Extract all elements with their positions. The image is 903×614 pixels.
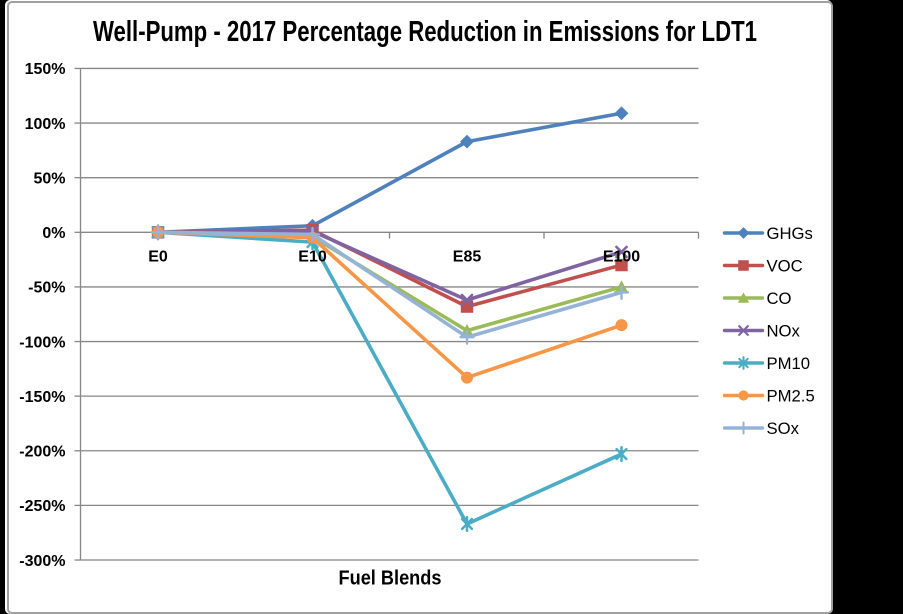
svg-text:-150%: -150%	[19, 389, 65, 406]
svg-text:SOx: SOx	[767, 419, 800, 438]
svg-text:CO: CO	[767, 289, 792, 308]
svg-text:E85: E85	[453, 249, 482, 266]
svg-text:NOx: NOx	[767, 322, 801, 341]
svg-text:50%: 50%	[33, 170, 65, 187]
svg-text:100%: 100%	[25, 116, 66, 133]
svg-text:-250%: -250%	[19, 498, 65, 515]
svg-text:-100%: -100%	[19, 334, 65, 351]
svg-text:PM10: PM10	[767, 354, 811, 373]
svg-text:150%: 150%	[25, 61, 66, 78]
svg-text:0%: 0%	[42, 225, 65, 242]
svg-text:E0: E0	[148, 249, 168, 266]
svg-text:PM2.5: PM2.5	[767, 387, 815, 406]
svg-text:GHGs: GHGs	[767, 224, 813, 243]
svg-text:E100: E100	[603, 249, 640, 266]
svg-text:VOC: VOC	[767, 257, 803, 276]
svg-text:-50%: -50%	[28, 280, 65, 297]
svg-text:E10: E10	[298, 249, 327, 266]
svg-text:-200%: -200%	[19, 444, 65, 461]
svg-text:-300%: -300%	[19, 553, 65, 570]
svg-text:Well-Pump - 2017 Percentage Re: Well-Pump - 2017 Percentage Reduction in…	[93, 16, 757, 48]
svg-text:Fuel Blends: Fuel Blends	[339, 567, 442, 590]
